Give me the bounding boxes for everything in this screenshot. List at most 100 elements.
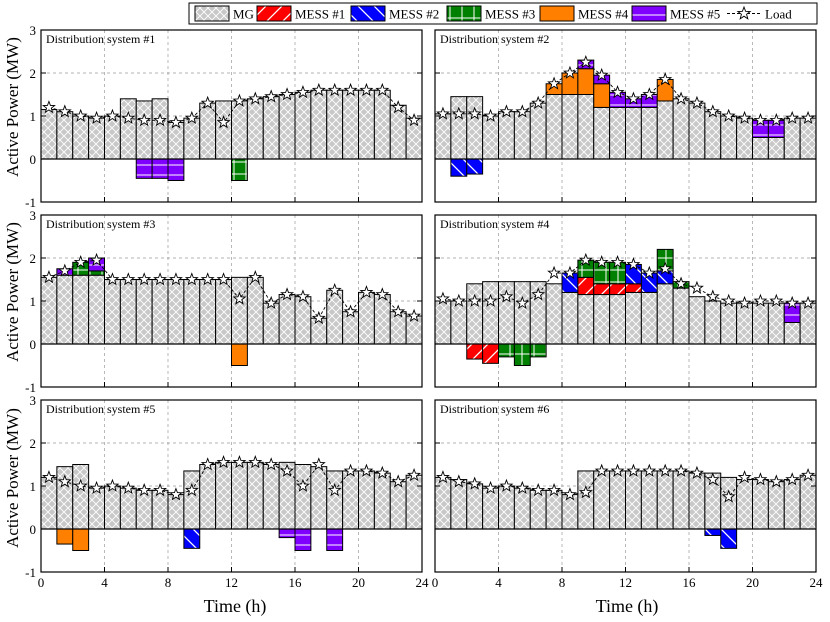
load-point <box>89 480 104 495</box>
load-point <box>737 470 752 484</box>
x-tick-label: 8 <box>165 575 172 590</box>
bar-mg <box>88 487 105 530</box>
legend-label-load: Load <box>765 7 792 22</box>
bar-mg <box>466 483 484 530</box>
bar-mg <box>56 111 74 160</box>
load-point <box>658 72 673 86</box>
bar-mg <box>767 137 785 160</box>
load-point <box>311 310 326 325</box>
load-point <box>327 82 342 97</box>
bar-mg <box>358 291 375 345</box>
y-tick-label: 1 <box>30 109 37 124</box>
panel-title: Distribution system #4 <box>440 217 549 231</box>
bar-mg <box>199 279 217 345</box>
bar-mg <box>529 102 547 160</box>
load-point <box>435 291 450 305</box>
load-point <box>435 106 450 120</box>
bar-mg <box>294 464 312 530</box>
legend-swatch-mess-3 <box>446 5 482 22</box>
load-point <box>105 108 120 122</box>
bar-mg <box>545 94 563 160</box>
load-point <box>594 463 609 477</box>
bar-mg <box>513 281 531 345</box>
load-point <box>467 476 482 490</box>
load-point <box>41 470 56 484</box>
legend-label-mg: MG <box>233 7 254 22</box>
load-point <box>280 287 295 301</box>
bar-mg <box>231 276 248 345</box>
bar-mg <box>88 274 105 345</box>
load-point <box>137 483 152 497</box>
bar-mg <box>119 98 137 160</box>
bar-mg <box>799 474 817 530</box>
bar-mg <box>389 104 407 160</box>
bar-mg <box>342 311 359 345</box>
y-tick-label: -1 <box>25 195 36 210</box>
bar-mg <box>767 481 785 530</box>
y-tick-label: 3 <box>30 208 37 223</box>
bar-mg <box>609 294 626 345</box>
load-point <box>721 108 736 122</box>
load-point <box>89 110 104 125</box>
bar-mess-3 <box>593 261 611 285</box>
x-tick-label: 16 <box>289 575 303 590</box>
bar-mg <box>56 274 74 345</box>
load-point <box>216 455 231 469</box>
load-point <box>391 100 406 114</box>
load-point <box>73 255 88 269</box>
bar-mess-1 <box>466 343 484 360</box>
x-tick-label: 24 <box>416 575 430 590</box>
bar-mg <box>135 100 153 160</box>
bar-mess-5 <box>135 158 153 179</box>
bar-mg <box>498 485 515 530</box>
load-point <box>184 110 199 125</box>
load-point <box>280 87 295 101</box>
bar-mg <box>625 106 642 160</box>
bar-mg <box>262 464 280 530</box>
load-point <box>73 478 88 492</box>
bar-mg <box>183 117 201 160</box>
bar-mg <box>656 100 674 160</box>
load-point <box>753 113 768 127</box>
load-point <box>658 463 673 477</box>
bar-mg <box>545 489 563 530</box>
legend-star-icon <box>736 5 752 20</box>
load-point <box>216 272 231 286</box>
bar-mg <box>561 291 579 345</box>
load-point <box>200 457 215 471</box>
load-point <box>483 293 498 307</box>
bar-mess-1 <box>593 283 611 296</box>
load-point <box>435 470 450 484</box>
load-point <box>610 463 625 477</box>
load-point <box>769 474 784 488</box>
bar-mg <box>167 279 185 345</box>
bar-mg <box>498 111 515 160</box>
load-point <box>578 485 593 499</box>
load-point <box>769 113 784 127</box>
load-point <box>515 295 530 310</box>
bar-mg <box>246 461 264 530</box>
x-tick-label: 4 <box>495 575 502 590</box>
bar-mg <box>167 121 185 160</box>
bar-mess-3 <box>609 261 626 285</box>
bar-mg <box>656 470 674 530</box>
bar-mg <box>231 461 248 530</box>
load-point <box>57 263 72 277</box>
load-point <box>562 487 577 501</box>
bar-mess-1 <box>625 283 642 293</box>
y-tick-label: 2 <box>30 66 37 81</box>
load-point <box>295 289 310 303</box>
load-point <box>547 265 562 279</box>
load-point <box>375 82 390 97</box>
bar-mg <box>704 300 722 345</box>
bar-mg <box>561 494 579 530</box>
load-point <box>311 457 326 471</box>
bar-mg <box>752 137 769 160</box>
load-point <box>769 293 784 307</box>
bar-mg <box>405 315 423 345</box>
y-tick-label: 3 <box>30 23 37 38</box>
panel-4: Distribution system #4 <box>434 214 817 388</box>
bar-mg <box>688 296 706 345</box>
load-point <box>295 85 310 99</box>
bar-mess-2 <box>720 528 738 549</box>
